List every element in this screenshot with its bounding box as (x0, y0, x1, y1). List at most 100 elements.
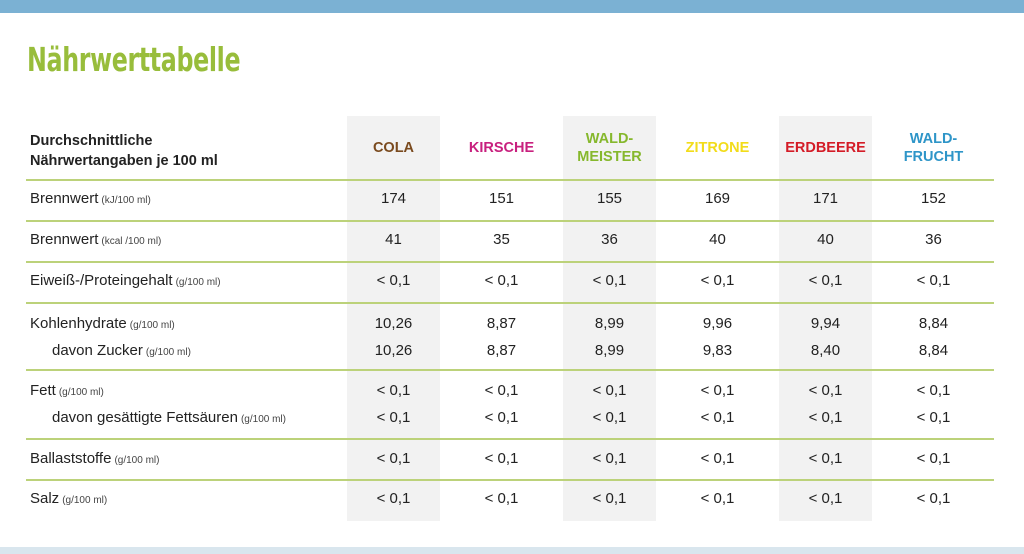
row-divider (26, 220, 994, 222)
table-cell: < 0,1 (808, 409, 843, 426)
row-label: Brennwert (kcal /100 ml) (30, 231, 161, 248)
table-cell: 152 (920, 190, 947, 207)
row-label: davon gesättigte Fettsäuren (g/100 ml) (52, 409, 286, 426)
table-cell: < 0,1 (808, 272, 843, 289)
row-divider (26, 369, 994, 371)
table-cell: 41 (385, 231, 402, 248)
row-label-text: Fett (30, 382, 56, 399)
row-label-text: davon Zucker (52, 342, 143, 359)
table-cell: < 0,1 (700, 490, 735, 507)
row-label-text: Brennwert (30, 231, 99, 248)
table-cell: 155 (596, 190, 623, 207)
table-cell: 9,83 (702, 342, 733, 359)
table-cell: < 0,1 (916, 409, 951, 426)
table-cell: 174 (380, 190, 407, 207)
row-unit: (g/100 ml) (114, 455, 160, 466)
row-divider (26, 261, 994, 263)
row-label: Kohlenhydrate (g/100 ml) (30, 315, 175, 332)
table-cell: < 0,1 (916, 272, 951, 289)
row-divider (26, 479, 994, 481)
row-unit: (g/100 ml) (58, 387, 104, 398)
row-divider (26, 179, 994, 181)
table-cell: 40 (817, 231, 834, 248)
table-cell: < 0,1 (916, 490, 951, 507)
table-cell: 8,87 (486, 315, 517, 332)
table-cell: < 0,1 (376, 450, 411, 467)
row-label: Brennwert (kJ/100 ml) (30, 190, 151, 207)
table-cell: 8,87 (486, 342, 517, 359)
row-divider (26, 438, 994, 440)
table-cell: < 0,1 (484, 450, 519, 467)
table-cell: < 0,1 (376, 490, 411, 507)
table-cell: < 0,1 (700, 382, 735, 399)
bottom-accent-bar (0, 547, 1024, 554)
row-unit: (g/100 ml) (145, 347, 191, 358)
table-cell: 36 (601, 231, 618, 248)
table-cell: 35 (493, 231, 510, 248)
row-label-text: Ballaststoffe (30, 450, 112, 467)
row-unit: (g/100 ml) (240, 414, 286, 425)
table-cell: < 0,1 (916, 450, 951, 467)
column-shade-cola (347, 116, 440, 521)
row-label: Salz (g/100 ml) (30, 490, 107, 507)
table-cell: 8,84 (918, 342, 949, 359)
row-label-text: davon gesättigte Fettsäuren (52, 409, 238, 426)
table-cell: < 0,1 (376, 272, 411, 289)
table-cell: < 0,1 (376, 382, 411, 399)
table-cell: < 0,1 (484, 382, 519, 399)
row-unit: (g/100 ml) (175, 277, 221, 288)
nutrition-table: Durchschnittliche Nährwertangaben je 100… (26, 116, 994, 521)
column-header-zitrone: ZITRONE (685, 140, 750, 156)
table-cell: 40 (709, 231, 726, 248)
table-cell: < 0,1 (484, 409, 519, 426)
table-cell: < 0,1 (700, 409, 735, 426)
table-cell: 9,94 (810, 315, 841, 332)
table-cell: 10,26 (374, 342, 413, 359)
table-cell: 8,40 (810, 342, 841, 359)
table-cell: < 0,1 (592, 272, 627, 289)
top-accent-bar (0, 0, 1024, 13)
row-label: davon Zucker (g/100 ml) (52, 342, 191, 359)
table-cell: < 0,1 (700, 272, 735, 289)
row-divider (26, 302, 994, 304)
column-header-kirsche: KIRSCHE (468, 140, 535, 156)
row-unit: (kcal /100 ml) (101, 236, 162, 247)
table-cell: 151 (488, 190, 515, 207)
row-label-text: Kohlenhydrate (30, 315, 127, 332)
table-cell: 171 (812, 190, 839, 207)
row-label-text: Brennwert (30, 190, 99, 207)
column-header-waldfrucht: WALD- FRUCHT (903, 131, 964, 165)
row-label: Fett (g/100 ml) (30, 382, 104, 399)
table-cell: < 0,1 (376, 409, 411, 426)
column-shade-waldmeister (563, 116, 656, 521)
table-cell: < 0,1 (700, 450, 735, 467)
table-cell: < 0,1 (808, 382, 843, 399)
table-cell: < 0,1 (592, 382, 627, 399)
row-unit: (kJ/100 ml) (101, 195, 151, 206)
table-cell: < 0,1 (484, 490, 519, 507)
page-title: Nährwerttabelle (27, 40, 241, 79)
table-cell: 36 (925, 231, 942, 248)
table-cell: 8,84 (918, 315, 949, 332)
column-header-cola: COLA (372, 140, 415, 156)
row-unit: (g/100 ml) (129, 320, 175, 331)
row-label: Ballaststoffe (g/100 ml) (30, 450, 159, 467)
table-cell: < 0,1 (484, 272, 519, 289)
table-cell: 169 (704, 190, 731, 207)
table-cell: < 0,1 (808, 450, 843, 467)
row-unit: (g/100 ml) (62, 495, 108, 506)
table-cell: < 0,1 (916, 382, 951, 399)
header-description: Durchschnittliche Nährwertangaben je 100… (30, 133, 218, 169)
table-cell: < 0,1 (592, 490, 627, 507)
row-label-text: Salz (30, 490, 60, 507)
row-label: Eiweiß-/Proteingehalt (g/100 ml) (30, 272, 221, 289)
table-cell: 10,26 (374, 315, 413, 332)
column-header-erdbeere: ERDBEERE (785, 140, 866, 156)
column-header-waldmeister: WALD- MEISTER (577, 131, 642, 165)
table-cell: < 0,1 (808, 490, 843, 507)
table-cell: 9,96 (702, 315, 733, 332)
column-shade-erdbeere (779, 116, 872, 521)
table-cell: < 0,1 (592, 409, 627, 426)
table-cell: 8,99 (594, 315, 625, 332)
row-label-text: Eiweiß-/Proteingehalt (30, 272, 173, 289)
